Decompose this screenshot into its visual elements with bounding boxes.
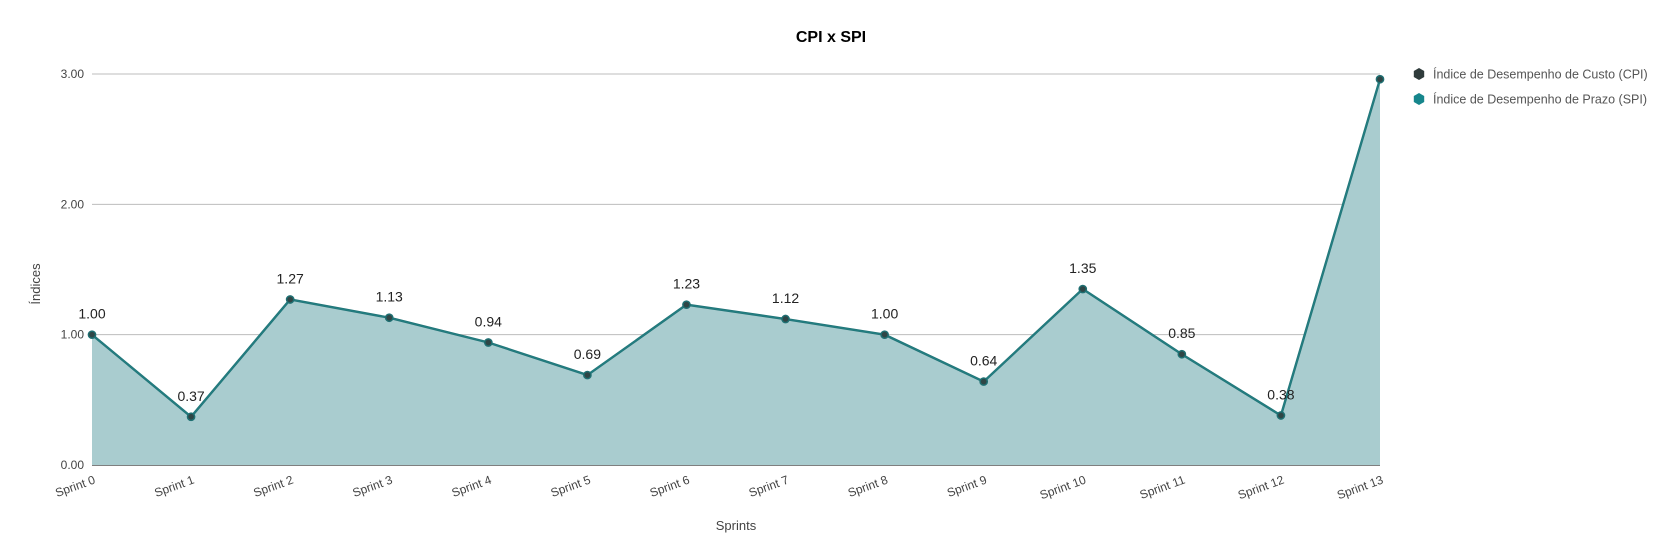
y-tick-label: 2.00 [61,197,85,211]
data-label: 0.94 [475,313,502,329]
y-tick-label: 0.00 [61,458,85,472]
data-point [781,314,790,324]
series-line-spi [91,78,1381,418]
x-tick-label: Sprint 7 [747,473,791,500]
x-tick-label: Sprint 5 [549,473,593,500]
data-point [583,370,592,380]
x-axis-ticks: Sprint 0 Sprint 1 Sprint 2 Sprint 3 Sprint 4… [53,473,1385,503]
data-label: 0.38 [1267,386,1294,402]
plot-area [87,74,1385,466]
data-point [1375,74,1385,84]
x-tick-label: Sprint 12 [1236,473,1286,503]
legend-label-spi: Índice de Desempenho de Prazo (SPI) [1433,92,1647,107]
data-label: 1.35 [1069,260,1096,276]
y-tick-label: 3.00 [61,67,85,81]
data-label: 1.12 [772,290,799,306]
data-point [1078,284,1088,294]
data-labels: 1.00 0.37 1.27 1.13 0.94 0.69 1.23 1.12 1.00 0.64… [78,260,1294,404]
y-tick-label: 1.00 [61,328,85,342]
x-tick-label: Sprint 4 [450,473,494,500]
data-point [1276,411,1286,420]
legend-marker-cpi [1413,68,1425,80]
legend: Índice de Desempenho de Custo (CPI) Índic… [1413,67,1648,107]
area-fill [92,79,1380,466]
x-tick-label: Sprint 2 [252,473,296,500]
data-label: 1.00 [78,306,105,322]
y-axis-label: Índices [28,263,43,305]
data-point [1177,349,1187,359]
data-label: 1.23 [673,276,700,292]
data-label: 1.27 [277,270,304,286]
x-tick-label: Sprint 8 [846,473,890,500]
data-point [384,313,394,323]
data-point [682,300,691,310]
data-point [186,412,196,422]
x-tick-label: Sprint 11 [1138,473,1187,502]
legend-label-cpi: Índice de Desempenho de Custo (CPI) [1433,67,1648,82]
x-axis-label: Sprints [716,518,757,533]
data-point [483,338,493,347]
x-tick-label: Sprint 0 [53,473,97,500]
data-point [87,330,97,340]
data-label: 0.37 [177,388,204,404]
x-tick-label: Sprint 1 [152,473,196,500]
x-tick-label: Sprint 6 [648,473,692,500]
data-label: 0.64 [970,353,997,369]
x-tick-label: Sprint 3 [351,473,395,500]
data-label: 1.13 [376,289,403,305]
legend-marker-spi [1413,93,1425,105]
data-point [880,330,889,340]
chart-title: CPI x SPI [796,29,866,46]
data-label: 1.00 [871,306,898,322]
x-tick-label: Sprint 13 [1335,473,1385,503]
y-axis-ticks: 0.00 1.00 2.00 3.00 [61,67,85,472]
data-label: 0.85 [1168,325,1195,341]
x-tick-label: Sprint 9 [945,473,989,500]
x-tick-label: Sprint 10 [1038,473,1088,503]
data-label: 0.69 [574,346,601,362]
data-point [979,377,989,386]
data-point [285,295,295,304]
